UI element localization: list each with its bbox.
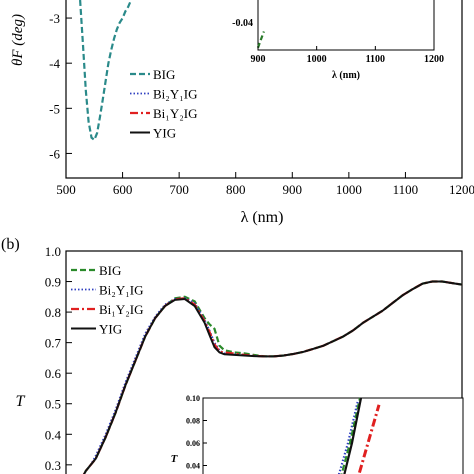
panel-b-inset-y-tick-label: 0.10: [186, 394, 200, 403]
panel-b-y-tick-label: 0.4: [45, 427, 62, 442]
panel-b-label: (b): [1, 236, 20, 253]
panel-b-inset-series-line: [340, 397, 362, 474]
panel-b-inset-frame: [202, 397, 464, 474]
panel-a-y-tick-label: -3: [49, 11, 60, 26]
panel-b-legend-label: BIG: [99, 263, 121, 278]
panel-a-inset-series-line: [256, 31, 265, 49]
panel-b-y-tick-label: 0.9: [45, 275, 61, 290]
panel-a-inset: 900 1000 1100 1200 -0.04 λ (nm): [232, 0, 444, 81]
panel-a-x-axis-label: λ (nm): [241, 209, 284, 226]
panel-a-x-tick-label: 700: [169, 182, 189, 197]
panel-b-plot-frame: [65, 250, 463, 474]
panel-a-legend-label: BIG: [153, 67, 175, 82]
panel-a-y-ticks: -3 -4 -5 -6: [49, 11, 72, 161]
panel-a-inset-frame: [257, 0, 435, 51]
panel-a-inset-x-axis-label: λ (nm): [332, 70, 360, 81]
panel-a: 500 600 700 800 900 1000 1100 1200 -3 -4 -5 -6 θF …: [10, 0, 474, 226]
panel-a-legend-label: Bi₂Y₁IG: [153, 87, 197, 102]
panel-a-x-tick-label: 900: [283, 182, 303, 197]
panel-b-legend-label: Bi₂Y₁IG: [99, 283, 143, 298]
panel-b-y-tick-label: 0.3: [45, 458, 61, 473]
panel-b: (b) 0.3 0.4 0.5 0.6 0.7 0.8 0.9 1.0 T BIG Bi₂Y₁I…: [1, 236, 464, 474]
panel-a-y-tick-label: -5: [49, 101, 60, 116]
panel-b-y-tick-label: 0.8: [45, 305, 61, 320]
panel-b-inset-series-line: [343, 397, 363, 474]
panel-a-legend-label: YIG: [153, 126, 176, 141]
panel-a-inset-x-tick-label: 1000: [307, 54, 327, 65]
panel-a-x-ticks: 500 600 700 800 900 1000 1100 1200: [56, 172, 474, 197]
panel-a-x-tick-label: 1000: [336, 182, 362, 197]
panel-a-x-tick-label: 500: [56, 182, 76, 197]
panel-a-y-tick-label: -4: [49, 56, 60, 71]
panel-b-inset-y-tick-label: 0.06: [186, 439, 200, 448]
panel-a-legend: BIG Bi₂Y₁IG Bi₁Y₂IG YIG: [130, 67, 197, 141]
panel-b-inset-y-tick-label: 0.08: [186, 417, 200, 426]
panel-a-series-line-big: [79, 0, 133, 142]
panel-b-legend-label: Bi₁Y₂IG: [99, 302, 143, 317]
panel-b-y-tick-label: 0.5: [45, 397, 61, 412]
panel-a-y-tick-label: -6: [49, 146, 60, 161]
panel-b-inset: 0.04 0.06 0.08 0.10 T: [171, 394, 464, 474]
panel-a-inset-y-tick-label: -0.04: [232, 18, 253, 29]
panel-a-inset-x-tick-label: 900: [251, 54, 266, 65]
panel-b-inset-y-tick-label: 0.04: [186, 462, 200, 471]
panel-a-inset-y-ticks: -0.04: [232, 18, 253, 29]
panel-b-series-line-yig: [82, 280, 463, 474]
panel-b-y-tick-label: 1.0: [45, 244, 61, 259]
panel-b-y-axis-label: T: [16, 393, 26, 410]
panel-b-y-ticks: 0.3 0.4 0.5 0.6 0.7 0.8 0.9 1.0: [45, 244, 72, 473]
panel-b-y-tick-label: 0.6: [45, 366, 62, 381]
panel-a-inset-series: [256, 31, 265, 49]
panel-a-inset-x-ticks: 900 1000 1100 1200: [251, 46, 444, 65]
panel-a-x-tick-label: 800: [226, 182, 246, 197]
panel-a-legend-label: Bi₁Y₂IG: [153, 106, 197, 121]
panel-a-x-tick-label: 1200: [449, 182, 474, 197]
panel-a-inset-x-tick-label: 1100: [366, 54, 385, 65]
panel-b-legend: BIG Bi₂Y₁IG Bi₁Y₂IG YIG: [71, 263, 143, 337]
panel-b-inset-series: [337, 397, 381, 474]
panel-a-plot-frame: [65, 0, 463, 179]
panel-b-legend-label: YIG: [99, 322, 122, 337]
panel-b-y-tick-label: 0.7: [45, 336, 62, 351]
panel-b-inset-y-axis-label: T: [171, 453, 179, 465]
panel-a-series-lines: [79, 0, 133, 142]
panel-b-inset-series-line: [337, 400, 360, 474]
panel-a-inset-x-tick-label: 1200: [424, 54, 444, 65]
panel-b-series-lines: [82, 280, 463, 474]
panel-b-inset-y-ticks: 0.04 0.06 0.08 0.10: [186, 394, 207, 471]
panel-a-y-axis-label: θF (deg): [10, 14, 26, 66]
panel-a-x-tick-label: 1100: [393, 182, 419, 197]
panel-a-x-tick-label: 600: [113, 182, 133, 197]
